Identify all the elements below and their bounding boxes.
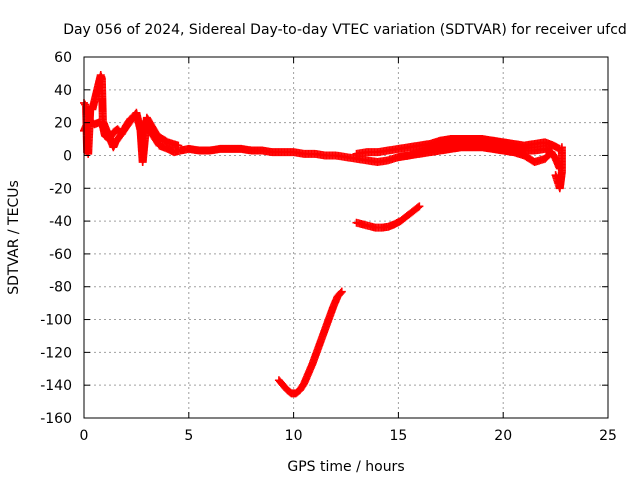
x-axis-title: GPS time / hours: [287, 459, 404, 475]
y-tick-label: -40: [49, 214, 72, 230]
x-tick-label: 25: [599, 428, 617, 444]
y-tick-label: -80: [49, 280, 72, 296]
x-tick-label: 10: [285, 428, 303, 444]
chart-title: Day 056 of 2024, Sidereal Day-to-day VTE…: [63, 22, 627, 38]
series-arc-middle: [352, 202, 424, 232]
data-point: [415, 202, 424, 211]
x-tick-label: 5: [184, 428, 193, 444]
series-layer: [80, 71, 566, 398]
y-tick-label: -140: [40, 378, 72, 394]
series-tail-drop: [551, 143, 566, 193]
data-point: [557, 143, 566, 152]
y-tick-label: -20: [49, 181, 72, 197]
series-early-cluster: [80, 71, 183, 167]
x-tick-label: 20: [494, 428, 512, 444]
y-tick-label: 0: [63, 148, 72, 164]
x-tick-label: 0: [80, 428, 89, 444]
data-point: [414, 203, 423, 212]
y-tick-label: -60: [49, 247, 72, 263]
data-point: [336, 288, 345, 297]
y-tick-label: -120: [40, 345, 72, 361]
series-lower-branch: [394, 143, 556, 167]
y-tick-label: -100: [40, 313, 72, 329]
ticks: 0 5 10 15 20 25 -160 -140 -120 -100 -80 -60 -40 -20 0 2…: [40, 50, 617, 444]
y-tick-label: 60: [54, 50, 72, 66]
y-tick-label: -160: [40, 411, 72, 427]
series-arc-bottom: [274, 287, 346, 398]
data-point: [547, 148, 556, 157]
plot-frame: [83, 56, 609, 419]
data-point: [546, 149, 555, 158]
data-point: [174, 141, 183, 150]
y-tick-label: 20: [54, 116, 72, 132]
y-axis-title: SDTVAR / TECUs: [6, 180, 22, 295]
data-point: [337, 287, 346, 296]
x-tick-label: 15: [389, 428, 407, 444]
y-tick-label: 40: [54, 83, 72, 99]
